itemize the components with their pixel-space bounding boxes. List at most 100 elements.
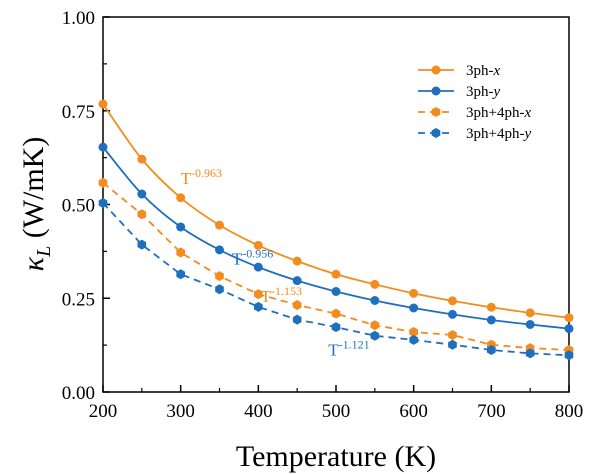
y-axis: 0.00 0.25 0.50 0.75 1.00	[62, 8, 110, 404]
series-layer	[98, 99, 574, 361]
data-point	[254, 301, 263, 312]
data-point	[370, 296, 380, 305]
data-point	[525, 320, 535, 329]
data-point	[215, 284, 224, 295]
data-point	[215, 245, 224, 255]
exponent-annotation: T-1.153	[261, 284, 302, 306]
data-point	[409, 334, 418, 345]
data-point	[176, 269, 185, 280]
annotation-base: T	[232, 250, 243, 269]
data-point	[137, 154, 147, 164]
data-point	[292, 256, 302, 266]
series-line	[102, 146, 570, 330]
legend-entry: 3ph+4ph-x	[418, 105, 531, 121]
legend-entry: 3ph-y	[418, 84, 501, 100]
data-point	[448, 339, 457, 350]
x-tick-label: 500	[322, 401, 351, 422]
legend-label-base: 3ph+4ph-	[466, 126, 524, 142]
legend-label-base: 3ph-	[466, 63, 494, 79]
data-point	[98, 198, 108, 208]
y-axis-label-symbol: κ	[17, 256, 50, 271]
x-tick-label: 600	[399, 401, 428, 422]
series-line	[102, 202, 570, 357]
data-point	[254, 289, 263, 300]
legend-entry: 3ph+4ph-y	[418, 126, 531, 142]
data-point	[370, 330, 380, 341]
annotation-base: T	[181, 169, 192, 188]
data-point	[253, 240, 263, 250]
x-axis: 200 300 400 500 600 700 800	[89, 385, 584, 422]
y-axis-label-unit: (W/mK)	[17, 137, 50, 246]
legend-label-axis: x	[493, 63, 501, 79]
data-point	[292, 314, 302, 325]
exponent-annotation: T-0.963	[181, 166, 222, 188]
x-tick-label: 300	[166, 401, 195, 422]
y-tick-label: 0.75	[62, 102, 95, 123]
legend-label-axis: y	[492, 84, 501, 100]
data-point	[176, 193, 186, 203]
data-point	[564, 324, 574, 334]
data-point	[137, 239, 147, 250]
data-point	[409, 327, 418, 337]
annotation-base: T	[261, 287, 272, 306]
legend-label: 3ph-y	[466, 84, 501, 100]
y-tick-label: 0.00	[62, 383, 95, 404]
x-tick-label: 700	[477, 401, 506, 422]
data-point	[525, 308, 535, 318]
data-point	[215, 271, 224, 282]
annotation-exponent: -0.963	[191, 166, 222, 180]
legend-label-axis: y	[522, 126, 531, 142]
annotation-base: T	[328, 340, 339, 359]
legend-label: 3ph+4ph-x	[466, 105, 531, 121]
legend-entry: 3ph-x	[418, 63, 501, 79]
data-point	[253, 262, 263, 272]
series-1	[98, 99, 574, 323]
x-tick-label: 800	[555, 401, 584, 422]
data-point	[331, 287, 341, 296]
y-tick-label: 1.00	[62, 8, 95, 29]
data-point	[292, 276, 302, 286]
data-point	[292, 300, 302, 310]
data-point	[331, 269, 341, 279]
x-tick-label: 400	[244, 401, 273, 422]
exponent-annotation: T-0.956	[232, 247, 273, 269]
data-point	[176, 222, 186, 232]
series-4	[98, 198, 574, 361]
data-point	[525, 348, 535, 359]
y-axis-label-subscript: L	[33, 246, 55, 258]
data-point	[564, 313, 574, 323]
data-point	[98, 99, 108, 109]
data-point	[409, 288, 419, 298]
data-point	[448, 296, 457, 306]
x-tick-label: 200	[89, 401, 118, 422]
data-point	[564, 350, 574, 361]
data-point	[486, 302, 496, 312]
legend-marker	[431, 65, 441, 75]
y-axis-label: κL (W/mK)	[17, 137, 55, 272]
data-point	[176, 247, 185, 258]
legend-label-axis: x	[523, 105, 531, 121]
data-point	[486, 315, 496, 325]
exponent-annotation: T-1.121	[328, 337, 369, 359]
y-tick-label: 0.50	[62, 196, 95, 217]
data-point	[98, 177, 108, 188]
data-point	[370, 320, 380, 331]
data-point	[448, 309, 457, 319]
data-point	[370, 279, 380, 289]
series-2	[98, 142, 574, 334]
legend-marker	[431, 128, 441, 138]
legend-label: 3ph-x	[466, 63, 501, 79]
data-point	[215, 220, 224, 230]
legend-label-base: 3ph+4ph-	[466, 105, 524, 121]
legend-marker	[431, 86, 441, 96]
data-point	[331, 322, 341, 333]
data-point	[409, 303, 419, 313]
data-point	[448, 330, 457, 340]
legend-label: 3ph+4ph-y	[466, 126, 531, 142]
annotation-exponent: -0.956	[242, 247, 273, 261]
data-point	[487, 345, 496, 355]
data-point	[137, 189, 147, 199]
